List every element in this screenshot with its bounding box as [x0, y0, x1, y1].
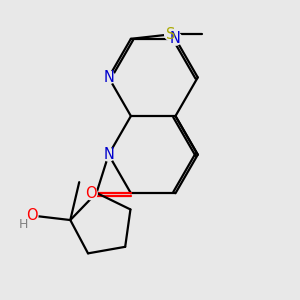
- Circle shape: [165, 28, 177, 41]
- Text: N: N: [170, 31, 181, 46]
- Circle shape: [84, 187, 97, 200]
- Text: S: S: [166, 27, 176, 42]
- Text: H: H: [18, 218, 28, 231]
- Circle shape: [18, 220, 28, 230]
- Text: N: N: [103, 147, 114, 162]
- Circle shape: [102, 148, 115, 161]
- Text: O: O: [85, 186, 97, 201]
- Circle shape: [102, 71, 115, 84]
- Text: N: N: [103, 70, 114, 85]
- Circle shape: [27, 210, 38, 221]
- Circle shape: [169, 32, 182, 45]
- Text: O: O: [27, 208, 38, 223]
